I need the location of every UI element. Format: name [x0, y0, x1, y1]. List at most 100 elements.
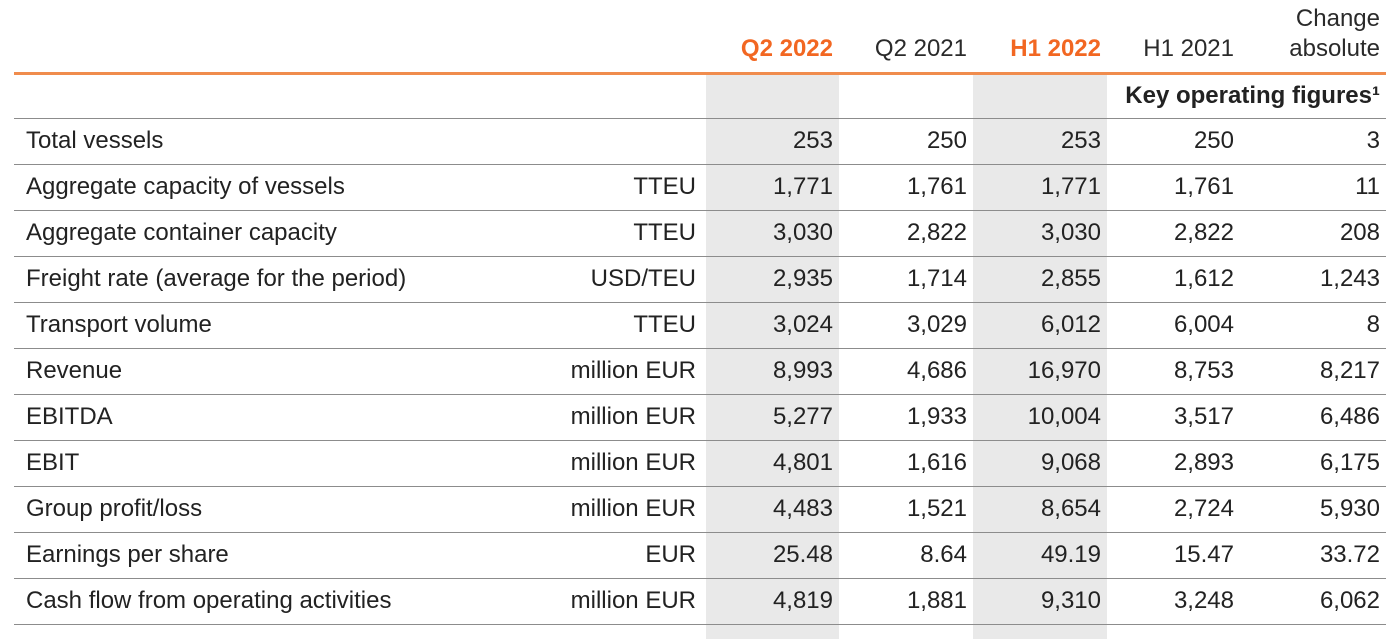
h1-2021-value: 250	[1107, 118, 1240, 165]
row-label: EBITDA	[14, 394, 534, 441]
table-row: Group profit/loss million EUR 4,483 1,521 8,…	[14, 486, 1386, 533]
change-absolute-value: 6,175	[1240, 440, 1386, 487]
h1-2022-value: 6,012	[973, 302, 1107, 349]
h1-2021-value: 3,517	[1107, 394, 1240, 441]
h1-2021-value: 8,753	[1107, 348, 1240, 395]
row-unit: TTEU	[534, 164, 706, 211]
table-row: Cash flow from operating activities milli…	[14, 578, 1386, 625]
change-absolute-value: 6,062	[1240, 578, 1386, 625]
h1-2021-value: 1,612	[1107, 256, 1240, 303]
label-column-header	[14, 0, 534, 75]
h1-2022-column-header: H1 2022	[973, 0, 1107, 75]
change-absolute-value: 8	[1240, 302, 1386, 349]
q2-2021-value: 1,881	[839, 578, 973, 625]
q2-2021-value: 1,933	[839, 394, 973, 441]
change-absolute-value: 8,217	[1240, 348, 1386, 395]
q2-2022-value: 3,024	[706, 302, 839, 349]
row-label: Aggregate container capacity	[14, 210, 534, 257]
h1-2022-value: 9,068	[973, 440, 1107, 487]
table-row: EBIT million EUR 4,801 1,616 9,068 2,893 6,175	[14, 440, 1386, 487]
h1-2021-value: 2,822	[1107, 210, 1240, 257]
q2-2022-value: 2,935	[706, 256, 839, 303]
row-label: Freight rate (average for the period)	[14, 256, 534, 303]
h1-2022-value: 49.19	[973, 532, 1107, 579]
row-label: Transport volume	[14, 302, 534, 349]
row-unit: million EUR	[534, 348, 706, 395]
row-unit: USD/TEU	[534, 256, 706, 303]
unit-column-header	[534, 0, 706, 75]
row-unit: TTEU	[534, 302, 706, 349]
h1-2022-value: 1,771	[973, 164, 1107, 211]
q2-2021-value: 1,616	[839, 440, 973, 487]
table-row: Earnings per share EUR 25.48 8.64 49.19 15.47…	[14, 532, 1386, 579]
section-title: Key operating figures¹	[14, 73, 1386, 119]
change-absolute-value: 1,243	[1240, 256, 1386, 303]
q2-2021-value: 1,714	[839, 256, 973, 303]
row-unit: million EUR	[534, 394, 706, 441]
q2-2021-value: 8.64	[839, 532, 973, 579]
q2-2022-value: 8,993	[706, 348, 839, 395]
row-label: Earnings per share	[14, 532, 534, 579]
h1-2022-value: 10,004	[973, 394, 1107, 441]
table-row: Transport volume TTEU 3,024 3,029 6,012 6,004…	[14, 302, 1386, 349]
row-label: Aggregate capacity of vessels	[14, 164, 534, 211]
section-header-row: Key operating figures¹	[14, 73, 1386, 119]
change-header-line1: Change	[1295, 4, 1380, 32]
q2-2022-column-header: Q2 2022	[706, 0, 839, 75]
q2-2021-value: 1,521	[839, 486, 973, 533]
table-row: Total vessels 253 250 253 250 3	[14, 118, 1386, 165]
h1-2021-value: 6,004	[1107, 302, 1240, 349]
h1-2021-value: 15.47	[1107, 532, 1240, 579]
row-label: Revenue	[14, 348, 534, 395]
h1-2021-value: 3,248	[1107, 578, 1240, 625]
change-absolute-value: 208	[1240, 210, 1386, 257]
change-absolute-column-header: Change absolute	[1240, 0, 1386, 75]
change-absolute-value: 11	[1240, 164, 1386, 211]
h1-2021-value: 2,893	[1107, 440, 1240, 487]
row-label: EBIT	[14, 440, 534, 487]
h1-2021-value: 1,761	[1107, 164, 1240, 211]
q2-2022-value: 3,030	[706, 210, 839, 257]
h1-2022-value: 9,310	[973, 578, 1107, 625]
change-header-line2: absolute	[1289, 34, 1380, 62]
h1-2022-value: 3,030	[973, 210, 1107, 257]
change-absolute-value: 6,486	[1240, 394, 1386, 441]
table-row: Freight rate (average for the period) USD…	[14, 256, 1386, 303]
row-label: Cash flow from operating activities	[14, 578, 534, 625]
q2-2021-value: 2,822	[839, 210, 973, 257]
q2-2022-value: 5,277	[706, 394, 839, 441]
q2-2022-value: 253	[706, 118, 839, 165]
q2-2022-value: 1,771	[706, 164, 839, 211]
row-unit: million EUR	[534, 486, 706, 533]
q2-2022-value: 4,801	[706, 440, 839, 487]
row-unit: million EUR	[534, 440, 706, 487]
row-label: Group profit/loss	[14, 486, 534, 533]
table-row: EBITDA million EUR 5,277 1,933 10,004 3,517 6,…	[14, 394, 1386, 441]
h1-2022-value: 8,654	[973, 486, 1107, 533]
table-row: Aggregate container capacity TTEU 3,030 2,8…	[14, 210, 1386, 257]
key-operating-figures-table: Q2 2022 Q2 2021 H1 2022 H1 2021 Change ab…	[14, 0, 1386, 625]
q2-2021-column-header: Q2 2021	[839, 0, 973, 75]
h1-2022-value: 16,970	[973, 348, 1107, 395]
q2-2021-value: 4,686	[839, 348, 973, 395]
table-header-row: Q2 2022 Q2 2021 H1 2022 H1 2021 Change ab…	[14, 0, 1386, 75]
change-absolute-value: 5,930	[1240, 486, 1386, 533]
table-row: Aggregate capacity of vessels TTEU 1,771 1,…	[14, 164, 1386, 211]
q2-2022-value: 4,819	[706, 578, 839, 625]
q2-2022-value: 4,483	[706, 486, 839, 533]
table-row: Revenue million EUR 8,993 4,686 16,970 8,753 8…	[14, 348, 1386, 395]
q2-2021-value: 3,029	[839, 302, 973, 349]
row-unit: EUR	[534, 532, 706, 579]
h1-2022-value: 2,855	[973, 256, 1107, 303]
q2-2021-value: 250	[839, 118, 973, 165]
row-unit	[534, 118, 706, 165]
h1-2021-value: 2,724	[1107, 486, 1240, 533]
row-unit: million EUR	[534, 578, 706, 625]
h1-2021-column-header: H1 2021	[1107, 0, 1240, 75]
change-absolute-value: 33.72	[1240, 532, 1386, 579]
key-figures-table-container: Q2 2022 Q2 2021 H1 2022 H1 2021 Change ab…	[14, 0, 1386, 639]
q2-2021-value: 1,761	[839, 164, 973, 211]
change-absolute-value: 3	[1240, 118, 1386, 165]
row-label: Total vessels	[14, 118, 534, 165]
row-unit: TTEU	[534, 210, 706, 257]
